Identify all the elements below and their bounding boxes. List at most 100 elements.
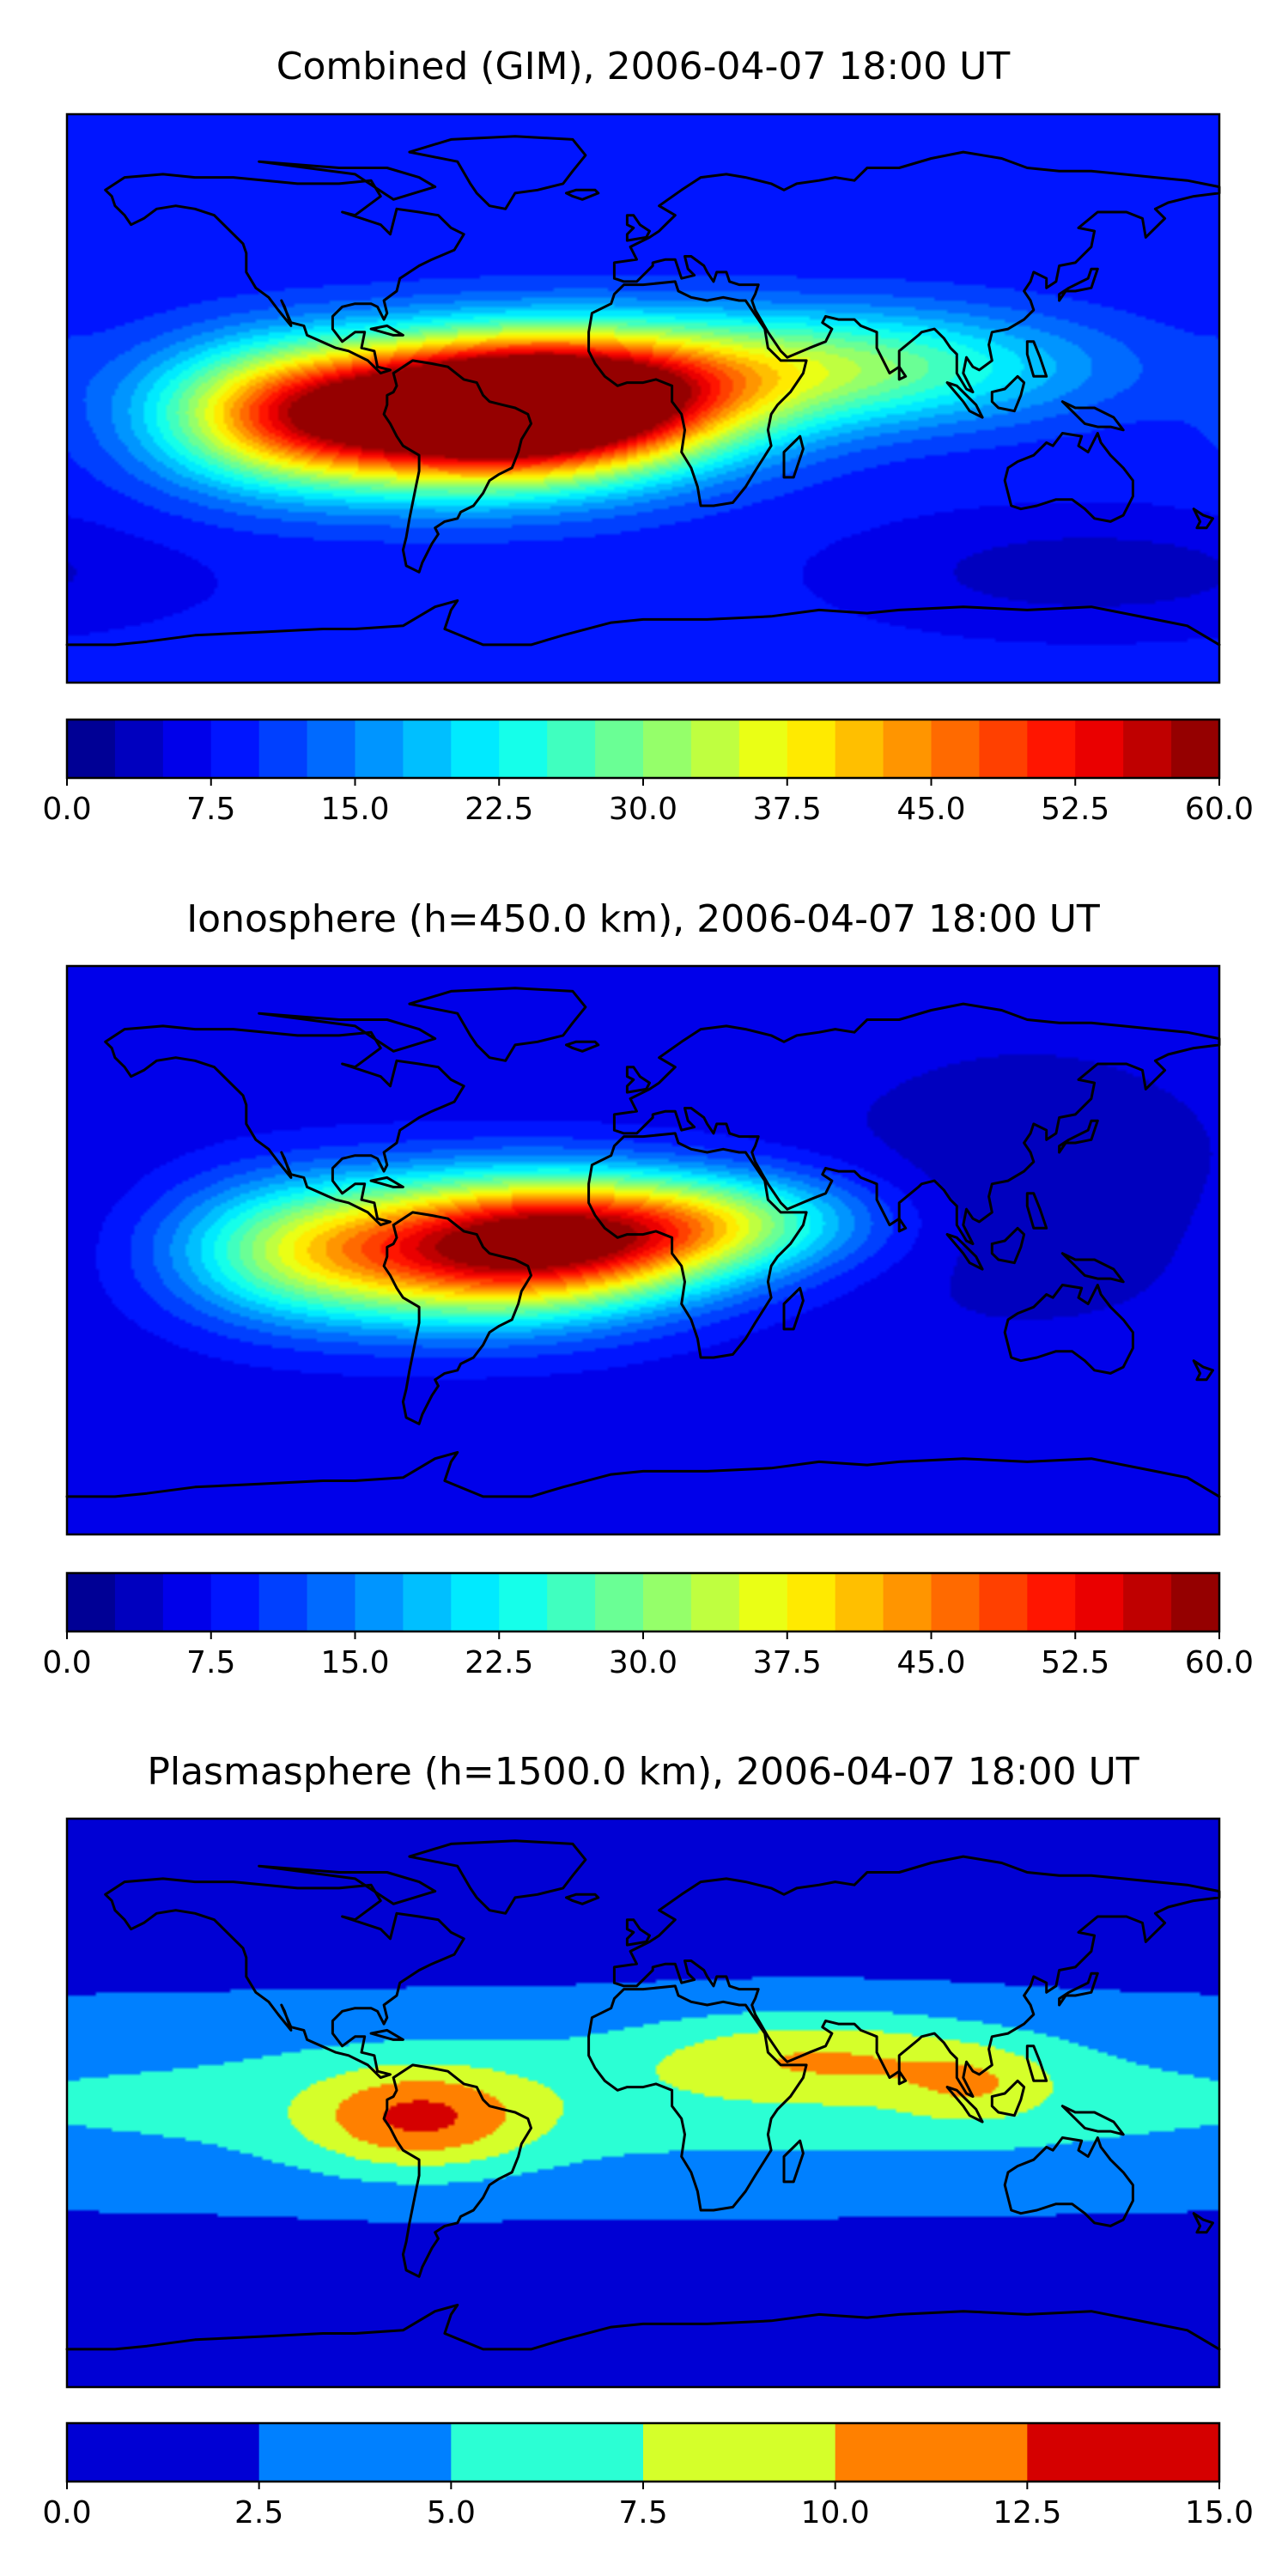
coastline-africa — [587, 280, 808, 507]
coastline-sumatra — [945, 1233, 984, 1271]
panel-title: Combined (GIM), 2006-04-07 18:00 UT — [276, 45, 1011, 88]
colorbar-tick-label: 45.0 — [896, 1645, 965, 1680]
panel-3: Plasmasphere (h=1500.0 km), 2006-04-07 1… — [42, 1750, 1254, 2530]
colorbar-segment — [547, 1573, 596, 1631]
coastline-cuba — [369, 1176, 404, 1188]
colorbar-segment — [1123, 720, 1172, 778]
colorbar-segment — [258, 2423, 452, 2482]
colorbar-tick-label: 52.5 — [1041, 792, 1109, 827]
coastline-north-america — [104, 1024, 465, 1227]
coastline-madagascar — [782, 1286, 805, 1331]
coastline-antarctica — [65, 598, 1221, 647]
colorbar-tick-label: 30.0 — [609, 792, 677, 827]
coastline-new-zealand — [1192, 507, 1214, 530]
colorbar-segment — [547, 720, 596, 778]
colorbar-tick-label: 37.5 — [753, 1645, 822, 1680]
panel-1: Combined (GIM), 2006-04-07 18:00 UT 0.0 7.… — [42, 45, 1254, 827]
colorbar-segment — [643, 2423, 836, 2482]
colorbar-segment — [1027, 2423, 1220, 2482]
coastline-sumatra — [945, 2086, 984, 2123]
coastline-sri-lanka — [897, 1217, 908, 1233]
coastline-iceland — [565, 1040, 600, 1053]
coastline-africa — [587, 1132, 808, 1359]
colorbar-segment — [690, 1573, 740, 1631]
coastline-canadian-arctic — [258, 160, 437, 201]
coastline-south-america — [382, 1211, 532, 1425]
colorbar: 0.0 7.5 15.0 22.5 30.0 37.5 45.0 52.5 60.0 — [42, 718, 1254, 827]
coastline-new-guinea — [1060, 2105, 1125, 2136]
colorbar-segment — [355, 1573, 404, 1631]
colorbar-segment — [1075, 1573, 1124, 1631]
colorbar-segment — [835, 2423, 1028, 2482]
contour-field — [67, 1819, 1219, 2387]
coastline-madagascar — [782, 2139, 805, 2184]
colorbar-segment — [451, 2423, 644, 2482]
coastline-philippines — [1025, 340, 1048, 378]
colorbar-tick-label: 7.5 — [186, 792, 235, 827]
colorbar: 0.0 2.5 5.0 7.5 10.0 12.5 15.0 — [42, 2421, 1254, 2530]
coastlines — [65, 1839, 1221, 2351]
colorbar-segment — [787, 720, 836, 778]
colorbar-segment — [931, 1573, 981, 1631]
colorbar-segment — [1027, 720, 1076, 778]
colorbar-tick-label: 15.0 — [1185, 2495, 1254, 2530]
colorbar-segment — [210, 720, 260, 778]
coastline-new-guinea — [1060, 400, 1125, 432]
colorbar-tick-label: 0.0 — [42, 1645, 91, 1680]
coastline-eurasia — [612, 1002, 1221, 1246]
map-frame — [65, 112, 1221, 684]
colorbar-segment — [595, 1573, 644, 1631]
colorbar-segment — [595, 720, 644, 778]
colorbar-tick-label: 15.0 — [320, 792, 389, 827]
coastline-africa — [587, 1984, 808, 2212]
coastline-cuba — [369, 2028, 404, 2041]
colorbar-segment — [835, 720, 884, 778]
coastline-borneo — [990, 1226, 1026, 1265]
coastline-philippines — [1025, 1192, 1048, 1230]
colorbar-segment — [67, 1573, 116, 1631]
coastline-great-britain — [625, 1918, 651, 1947]
colorbar-tick-label: 10.0 — [801, 2495, 870, 2530]
colorbar-tick-label: 0.0 — [42, 2495, 91, 2530]
colorbar-tick-label: 60.0 — [1185, 1645, 1254, 1680]
colorbar-segment — [451, 720, 500, 778]
coastline-sumatra — [945, 381, 984, 419]
colorbar-segment — [258, 720, 308, 778]
coastline-antarctica — [65, 2303, 1221, 2351]
colorbar-segment — [643, 720, 692, 778]
colorbar-tick-label: 52.5 — [1041, 1645, 1109, 1680]
coastline-new-zealand — [1192, 2212, 1214, 2234]
colorbar-segment — [643, 1573, 692, 1631]
coastline-greenland — [408, 135, 587, 210]
colorbar-segment — [210, 1573, 260, 1631]
coastline-canadian-arctic — [258, 1864, 437, 1905]
colorbar-segment — [114, 1573, 164, 1631]
colorbar-segment — [403, 1573, 452, 1631]
colorbar-tick-label: 15.0 — [320, 1645, 389, 1680]
colorbar-segment — [1171, 1573, 1220, 1631]
colorbar-segment — [690, 720, 740, 778]
colorbar-segment — [258, 1573, 308, 1631]
coastline-sri-lanka — [897, 2069, 908, 2086]
colorbar-segment — [162, 1573, 212, 1631]
coastline-canadian-arctic — [258, 1012, 437, 1053]
colorbar-segment — [883, 720, 933, 778]
colorbar-tick-label: 30.0 — [609, 1645, 677, 1680]
colorbar-tick-label: 12.5 — [993, 2495, 1061, 2530]
colorbar-segment — [1075, 720, 1124, 778]
coastline-iceland — [565, 1893, 600, 1905]
coastline-south-america — [382, 359, 532, 574]
colorbar-segment — [499, 1573, 548, 1631]
panel-title: Ionosphere (h=450.0 km), 2006-04-07 18:0… — [186, 897, 1100, 941]
colorbar-segment — [67, 2423, 260, 2482]
coastline-greenland — [408, 1839, 587, 1915]
colorbar-tick-label: 37.5 — [753, 792, 822, 827]
colorbar-segment — [499, 720, 548, 778]
coastline-japan — [1058, 1119, 1099, 1154]
colorbar-segment — [931, 720, 981, 778]
coastline-japan — [1058, 1971, 1099, 2007]
colorbar-segment — [307, 720, 356, 778]
coastline-sri-lanka — [897, 365, 908, 381]
colorbar-segment — [1123, 1573, 1172, 1631]
